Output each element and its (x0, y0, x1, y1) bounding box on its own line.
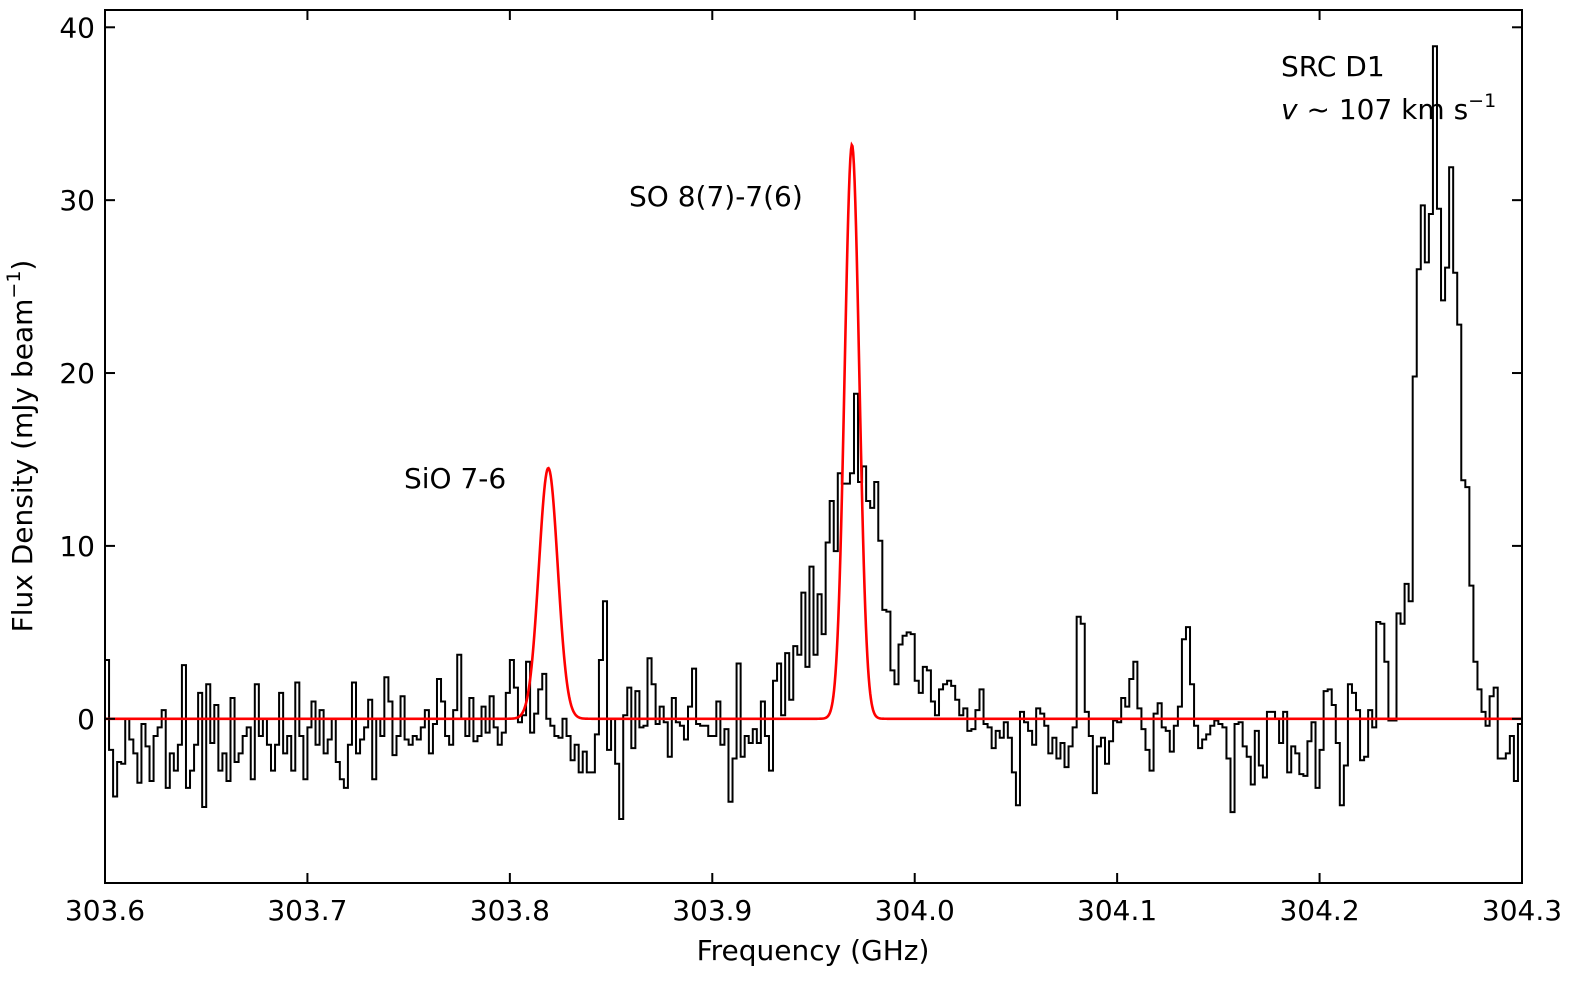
y-tick-label: 10 (59, 530, 95, 563)
annotation-sio: SiO 7-6 (404, 462, 506, 495)
x-tick-label: 303.6 (65, 894, 145, 927)
gaussian-fit-line (105, 141, 1522, 721)
annotation-so: SO 8(7)-7(6) (629, 180, 803, 213)
y-tick-label: 0 (77, 703, 95, 736)
source-velocity-label: v ~ 107 km s−1 (1281, 90, 1496, 126)
velocity-symbol: v (1281, 93, 1298, 126)
x-tick-label: 304.3 (1482, 894, 1562, 927)
velocity-unit-sup: −1 (1468, 90, 1496, 112)
y-tick-label: 20 (59, 357, 95, 390)
source-name-label: SRC D1 (1281, 50, 1385, 83)
y-axis-title-sup: −1 (3, 271, 25, 299)
x-tick-label: 303.8 (470, 894, 550, 927)
series-layer (105, 45, 1522, 821)
y-tick-label: 40 (59, 11, 95, 44)
x-axis: 303.6 303.7 303.8 303.9 304.0 304.1 304.2 304.3 (65, 10, 1562, 927)
y-axis-title: Flux Density (mJy beam−1) (3, 260, 39, 633)
y-axis: 0 10 20 30 40 (59, 11, 1522, 736)
plot-frame (104, 9, 1523, 884)
plot-area: 303.6 303.7 303.8 303.9 304.0 304.1 304.2 304.3… (59, 9, 1562, 927)
x-axis-title: Frequency (GHz) (697, 934, 930, 967)
x-tick-label: 303.7 (267, 894, 347, 927)
y-tick-label: 30 (59, 184, 95, 217)
y-axis-title-main: Flux Density (mJy beam (6, 299, 39, 633)
velocity-text: ~ 107 km s (1298, 93, 1469, 126)
spectrum-step-line (105, 45, 1522, 821)
x-tick-label: 304.2 (1279, 894, 1359, 927)
x-tick-label: 303.9 (672, 894, 752, 927)
x-tick-label: 304.0 (875, 894, 955, 927)
y-axis-title-close: ) (6, 260, 39, 271)
x-tick-label: 304.1 (1077, 894, 1157, 927)
